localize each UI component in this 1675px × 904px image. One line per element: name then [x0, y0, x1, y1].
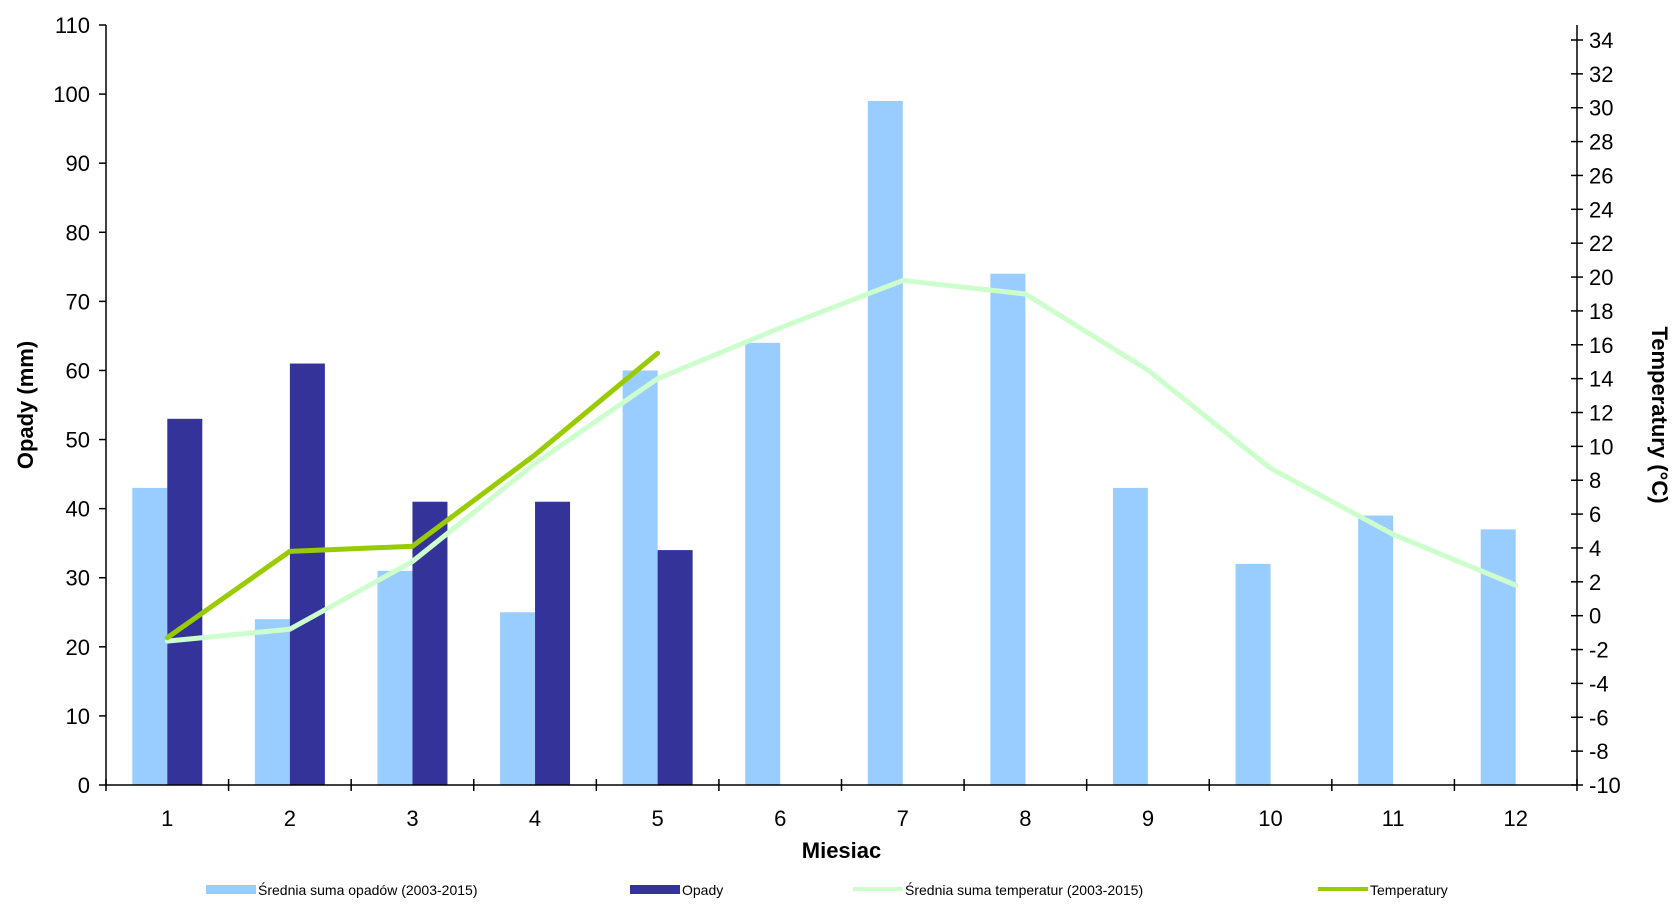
y-tick-label-right: 30: [1589, 96, 1613, 121]
y-tick-label-left: 30: [66, 566, 90, 591]
y-tick-label-right: 18: [1589, 299, 1613, 324]
bar-precip-1: [167, 418, 203, 785]
y-tick-label-left: 0: [78, 773, 90, 798]
bar-avg-precip-3: [377, 570, 413, 785]
bar-avg-precip-11: [1358, 515, 1394, 785]
y-axis-title-right: Temperatury (°C): [1647, 326, 1672, 503]
y-tick-label-left: 40: [66, 497, 90, 522]
line-temperature: [164, 350, 661, 641]
bar-avg-precip-7: [867, 101, 903, 785]
legend-swatch-1: [630, 885, 680, 894]
bars-layer: [132, 101, 1516, 785]
x-tick-label-10: 10: [1258, 806, 1282, 831]
legend-swatch-0: [206, 885, 256, 894]
y-tick-label-right: 4: [1589, 536, 1601, 561]
bar-avg-precip-8: [990, 273, 1026, 785]
x-tick-label-12: 12: [1503, 806, 1527, 831]
y-tick-label-right: 0: [1589, 604, 1601, 629]
y-tick-label-right: 16: [1589, 333, 1613, 358]
bar-avg-precip-5: [622, 370, 658, 785]
bar-precip-5: [657, 550, 693, 785]
bar-avg-precip-12: [1480, 529, 1516, 785]
y-tick-label-left: 70: [66, 289, 90, 314]
y-tick-label-right: -4: [1589, 671, 1609, 696]
y-tick-label-right: 24: [1589, 197, 1613, 222]
x-tick-label-7: 7: [897, 806, 909, 831]
x-tick-label-6: 6: [774, 806, 786, 831]
legend-label-0: Średnia suma opadów (2003-2015): [258, 881, 477, 898]
x-tick-label-2: 2: [284, 806, 296, 831]
y-tick-label-right: 26: [1589, 163, 1613, 188]
y-tick-label-right: 34: [1589, 28, 1613, 53]
x-tick-label-9: 9: [1142, 806, 1154, 831]
x-tick-label-3: 3: [406, 806, 418, 831]
y-axis-title-left: Opady (mm): [13, 341, 38, 469]
y-tick-label-left: 110: [55, 13, 90, 38]
legend-label-2: Średnia suma temperatur (2003-2015): [905, 881, 1143, 898]
y-tick-label-right: 14: [1589, 367, 1613, 392]
y-tick-label-right: -6: [1589, 705, 1609, 730]
y-tick-label-right: -10: [1589, 773, 1621, 798]
x-tick-label-8: 8: [1019, 806, 1031, 831]
bar-avg-precip-2: [254, 619, 290, 785]
x-tick-label-4: 4: [529, 806, 541, 831]
y-tick-label-right: 6: [1589, 502, 1601, 527]
bar-avg-precip-9: [1112, 487, 1148, 785]
x-tick-label-5: 5: [652, 806, 664, 831]
y-tick-label-left: 90: [66, 151, 90, 176]
line-avg-temperature: [164, 277, 1519, 644]
legend-label-3: Temperatury: [1370, 882, 1448, 898]
x-tick-label-1: 1: [161, 806, 173, 831]
bar-avg-precip-4: [500, 612, 536, 785]
y-tick-label-right: 2: [1589, 570, 1601, 595]
legend-label-1: Opady: [682, 882, 723, 898]
y-tick-label-right: 22: [1589, 231, 1613, 256]
x-tick-label-11: 11: [1382, 806, 1405, 831]
y-tick-label-right: -2: [1589, 638, 1609, 663]
y-tick-label-right: -8: [1589, 739, 1609, 764]
y-tick-label-left: 60: [66, 358, 90, 383]
legend: Średnia suma opadów (2003-2015) Opady Śred…: [206, 881, 1448, 898]
x-axis-title: Miesiac: [802, 838, 882, 863]
bar-avg-precip-10: [1235, 563, 1271, 785]
y-tick-label-left: 50: [66, 428, 90, 453]
y-tick-label-left: 80: [66, 220, 90, 245]
y-tick-label-left: 10: [66, 704, 90, 729]
bar-avg-precip-1: [132, 487, 168, 785]
lines-layer: [164, 277, 1519, 644]
y-tick-label-right: 20: [1589, 265, 1613, 290]
bar-avg-precip-6: [745, 342, 781, 785]
bar-precip-4: [535, 501, 571, 785]
y-tick-label-right: 8: [1589, 468, 1601, 493]
bar-precip-2: [289, 363, 325, 785]
y-tick-label-right: 10: [1589, 434, 1613, 459]
axes-layer: 0102030405060708090100110-10-8-6-4-20246…: [13, 13, 1672, 863]
y-tick-label-right: 32: [1589, 62, 1613, 87]
y-tick-label-left: 100: [53, 82, 90, 107]
y-tick-label-left: 20: [66, 635, 90, 660]
y-tick-label-right: 12: [1589, 401, 1613, 426]
y-tick-label-right: 28: [1589, 130, 1613, 155]
